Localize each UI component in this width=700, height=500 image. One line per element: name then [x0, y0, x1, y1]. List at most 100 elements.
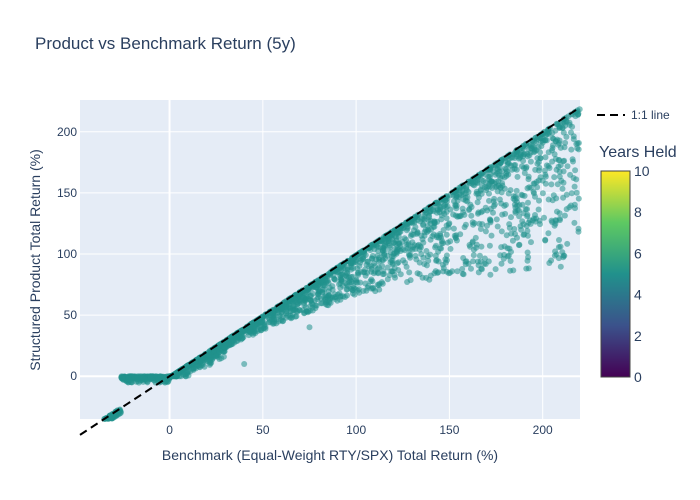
data-point	[537, 155, 544, 162]
colorbar-tick-label: 10	[634, 163, 650, 179]
data-point	[389, 268, 396, 275]
data-point	[546, 165, 553, 171]
data-point	[487, 219, 494, 226]
data-point	[381, 271, 387, 277]
data-point	[491, 195, 498, 202]
data-point	[509, 237, 516, 244]
data-point	[157, 373, 164, 380]
data-point	[524, 232, 531, 239]
data-point	[513, 166, 520, 173]
reference-line	[79, 106, 581, 436]
data-point	[551, 174, 558, 181]
data-point	[315, 288, 322, 295]
data-point	[250, 323, 257, 330]
data-point	[568, 190, 575, 197]
data-point	[553, 121, 560, 128]
data-point	[571, 183, 578, 190]
data-point	[499, 180, 506, 187]
data-point	[502, 165, 509, 172]
data-point	[423, 248, 430, 254]
data-point	[454, 197, 461, 204]
data-point	[453, 237, 460, 244]
data-point	[516, 213, 523, 220]
data-point	[108, 414, 115, 421]
data-point	[451, 232, 458, 239]
data-point	[476, 220, 483, 227]
data-point	[390, 251, 397, 257]
legend[interactable]: 1:1 line	[597, 108, 670, 122]
data-point	[542, 236, 549, 243]
data-point	[453, 202, 460, 209]
data-point	[568, 146, 575, 153]
data-point	[445, 224, 452, 231]
data-point	[220, 353, 227, 360]
data-point	[468, 212, 475, 219]
data-point	[523, 165, 529, 172]
data-point	[449, 268, 456, 275]
data-point	[531, 148, 538, 155]
data-point	[425, 217, 432, 224]
data-point	[382, 255, 389, 262]
data-point	[319, 277, 326, 284]
data-point	[518, 226, 525, 233]
data-point	[482, 228, 489, 235]
data-point	[561, 157, 568, 164]
data-point	[564, 163, 571, 170]
y-tick-label: 200	[57, 125, 77, 139]
data-point	[573, 141, 580, 147]
data-point	[450, 211, 457, 218]
data-point	[360, 248, 366, 255]
data-point	[507, 258, 514, 264]
data-point	[520, 153, 527, 160]
data-point	[545, 230, 552, 237]
data-point	[513, 187, 520, 194]
data-point	[557, 162, 564, 169]
x-tick-label: 200	[533, 423, 553, 437]
colorbar-tick-label: 0	[634, 369, 642, 385]
data-point	[280, 317, 287, 324]
data-point	[524, 211, 531, 218]
data-point	[344, 264, 351, 271]
data-point	[433, 199, 439, 206]
data-point	[462, 190, 469, 197]
data-point	[505, 252, 512, 259]
data-point	[416, 259, 423, 266]
colorbar-tick-label: 2	[634, 328, 642, 344]
data-point	[458, 192, 464, 199]
y-tick-label: 100	[57, 247, 77, 261]
data-point	[343, 286, 350, 293]
data-point	[507, 154, 514, 161]
data-point	[558, 177, 565, 184]
data-point	[434, 269, 441, 276]
data-point	[415, 241, 422, 248]
data-point	[440, 227, 447, 233]
data-point	[486, 242, 493, 249]
data-point	[525, 199, 531, 206]
data-point	[506, 221, 513, 228]
data-point	[563, 191, 570, 198]
data-point	[569, 156, 576, 163]
y-tick-label: 150	[57, 186, 77, 200]
data-point	[520, 221, 527, 228]
data-point	[278, 306, 285, 312]
data-point	[447, 191, 454, 198]
x-tick-label: 150	[439, 423, 459, 437]
data-point	[456, 187, 463, 194]
data-point	[443, 268, 450, 275]
data-point	[232, 334, 239, 341]
data-point	[364, 269, 371, 276]
data-point	[407, 254, 414, 261]
data-point	[520, 142, 527, 149]
data-point	[573, 189, 580, 196]
data-point	[527, 158, 534, 165]
data-point	[541, 214, 547, 221]
data-point	[293, 308, 300, 314]
data-point	[307, 293, 314, 300]
data-point	[364, 284, 371, 291]
y-tick-label: 0	[70, 369, 77, 383]
data-point	[508, 230, 515, 237]
data-point	[562, 139, 569, 146]
data-point	[514, 173, 521, 180]
data-point	[119, 375, 126, 382]
data-point	[338, 276, 345, 283]
